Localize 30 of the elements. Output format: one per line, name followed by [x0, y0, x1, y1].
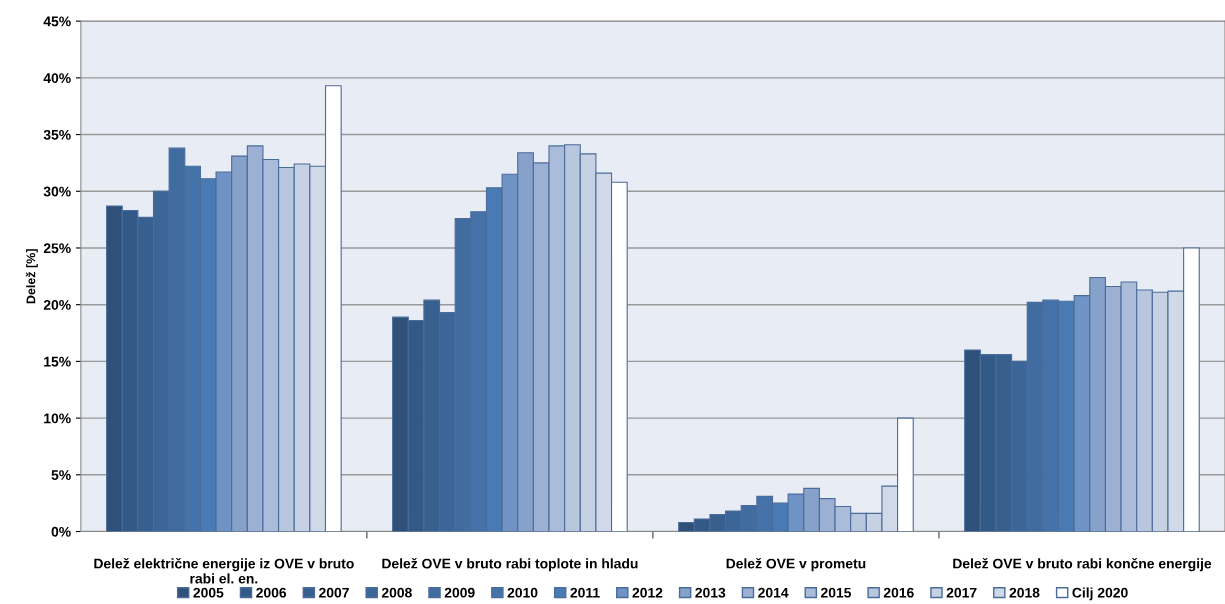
y-tick-label: 0%: [51, 526, 71, 537]
legend-label: 2018: [1009, 587, 1040, 598]
legend-label: 2008: [381, 587, 412, 598]
y-tick-label: 45%: [43, 16, 71, 27]
legend-label: 2015: [821, 587, 852, 598]
legend-label: 2017: [946, 587, 977, 598]
y-tick-label: 30%: [43, 186, 71, 197]
y-tick-label: 35%: [43, 129, 71, 140]
legend-label: 2009: [444, 587, 475, 598]
legend-label: 2012: [632, 587, 663, 598]
y-tick-label: 20%: [43, 300, 71, 310]
y-tick-label: 40%: [43, 73, 71, 84]
legend-label: 2011: [570, 587, 600, 598]
legend-label: 2010: [507, 587, 538, 598]
y-tick-label: 10%: [44, 413, 71, 424]
y-tick-label: 25%: [43, 243, 71, 254]
legend-label: 2013: [695, 587, 726, 598]
x-tick-label: Delež OVE v bruto rabi toplote in hladu: [382, 557, 638, 572]
legend-label: 2014: [758, 587, 789, 598]
y-tick-label: 5%: [51, 470, 71, 480]
legend-label: 2007: [319, 587, 349, 598]
x-tick-label: Delež OVE v prometu: [726, 557, 866, 572]
legend-label: Cilj 2020: [1072, 587, 1128, 601]
x-tick-label: Delež električne energije iz OVE v bruto rabi el. en.: [94, 557, 354, 584]
y-axis-title: Delež [%]: [25, 249, 38, 304]
x-tick-label: Delež OVE v bruto rabi končne energije: [953, 557, 1212, 572]
y-tick-label: 15%: [44, 356, 71, 367]
legend-label: 2016: [883, 587, 914, 598]
legend-label: 2006: [256, 587, 287, 598]
legend-label: 2005: [193, 587, 224, 598]
